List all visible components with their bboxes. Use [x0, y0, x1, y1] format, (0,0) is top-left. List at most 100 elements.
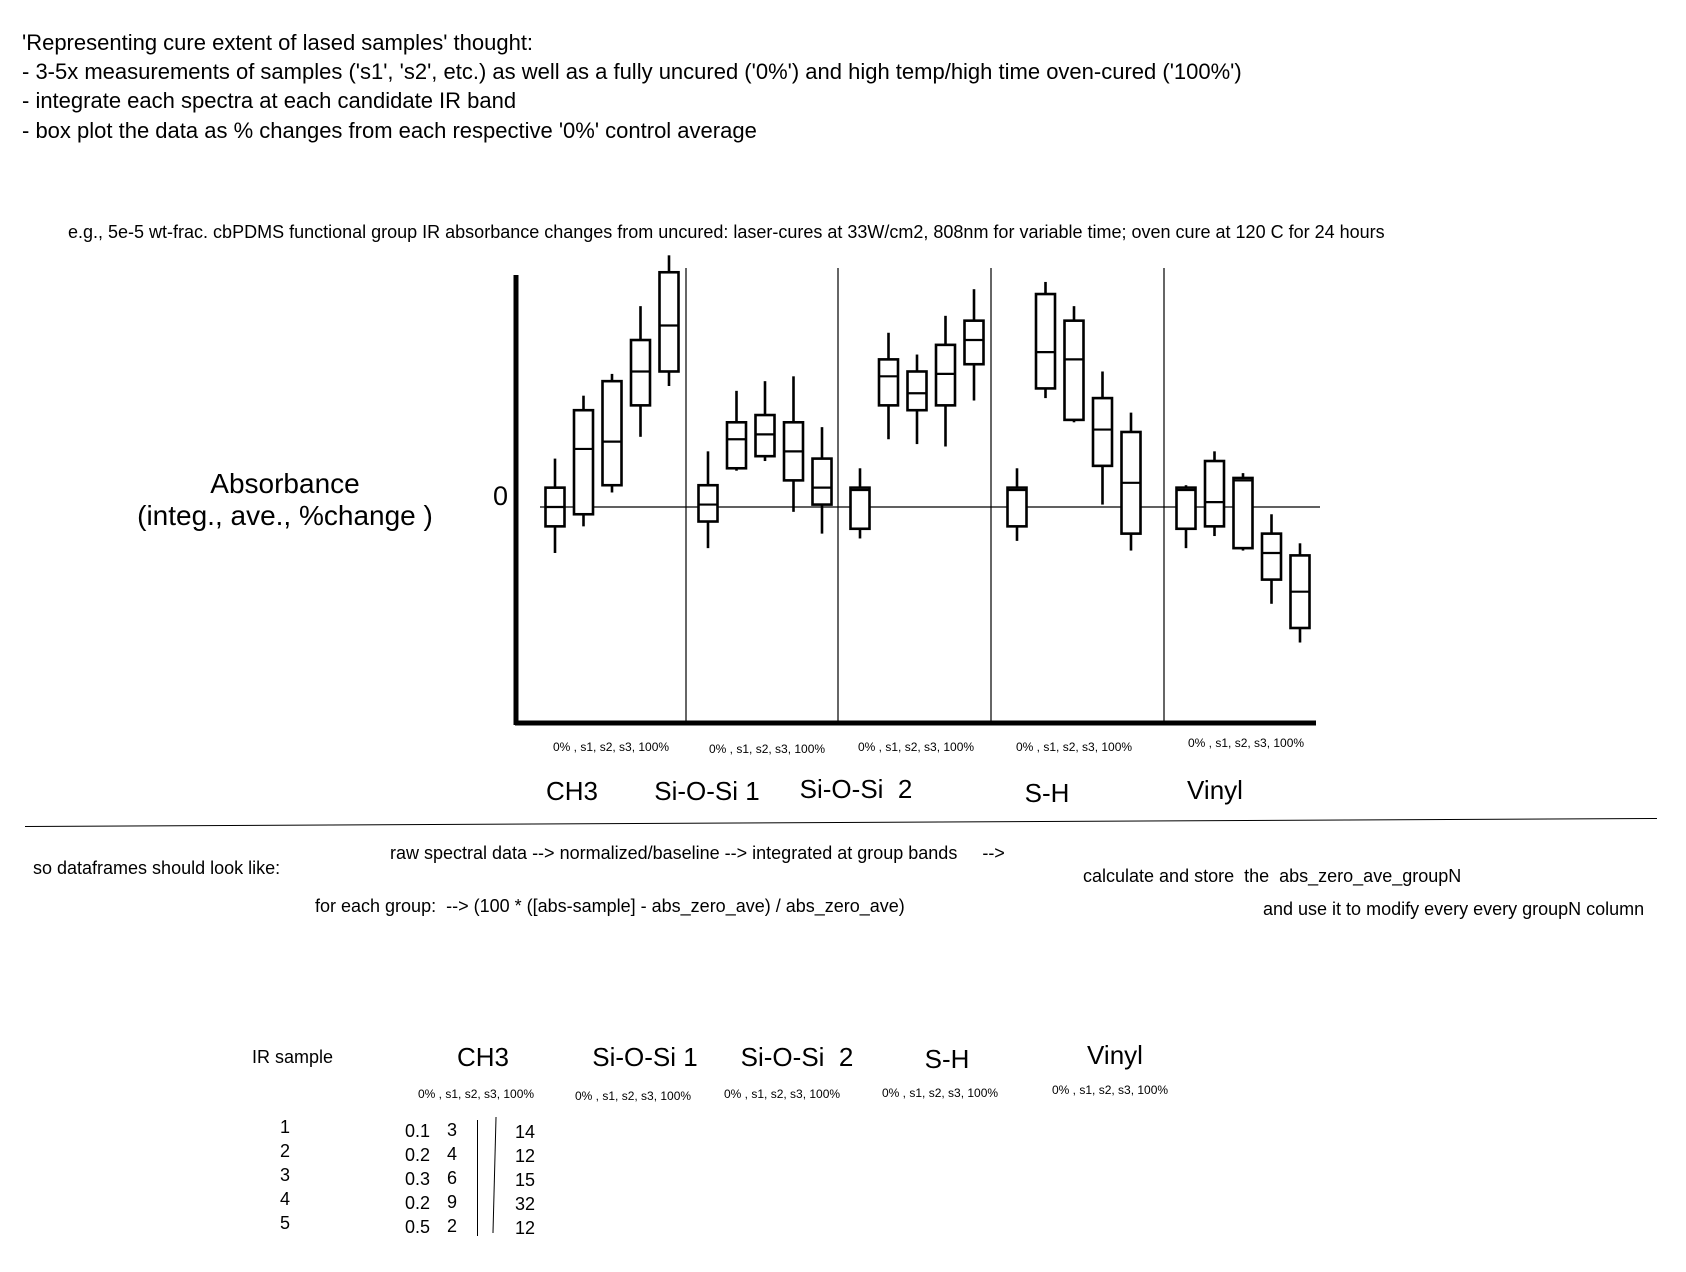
group-sublabel: 0% , s1, s2, s3, 100% — [1188, 736, 1305, 750]
group-name-label: Si-O-Si 2 — [799, 774, 913, 804]
zero-tick-label: 0 — [493, 481, 509, 511]
table-row-number: 3 — [280, 1165, 291, 1185]
box-plot-box — [658, 255, 680, 386]
box-plot-box — [1260, 514, 1283, 604]
notes-item: - 3-5x measurements of samples ('s1', 's… — [22, 59, 1242, 84]
notes-item: - integrate each spectra at each candida… — [22, 88, 517, 113]
box-iqr — [1063, 319, 1085, 422]
table-cell-zero: 0.2 — [405, 1193, 431, 1213]
box-plot-box — [1289, 543, 1311, 643]
group-sublabel: 0% , s1, s2, s3, 100% — [553, 740, 670, 754]
group-name-label: Vinyl — [1187, 775, 1243, 805]
table-cell-zero: 0.2 — [405, 1145, 431, 1165]
table-cell-100: 32 — [515, 1194, 536, 1214]
table-cell-100: 15 — [515, 1170, 536, 1190]
box-iqr — [849, 486, 871, 531]
chart-title: e.g., 5e-5 wt-frac. cbPDMS functional gr… — [68, 222, 1385, 242]
box-plot-box — [811, 427, 833, 534]
box-iqr — [1091, 396, 1114, 468]
box-plot-box — [1006, 468, 1028, 541]
notes-item: - box plot the data as % changes from ea… — [22, 118, 757, 143]
box-plot-box — [725, 390, 748, 471]
box-iqr — [811, 457, 833, 506]
notes-heading: 'Representing cure extent of lased sampl… — [22, 30, 534, 55]
box-plot-box — [1203, 451, 1226, 537]
group-sublabel: 0% , s1, s2, s3, 100% — [858, 740, 975, 754]
calc-text: calculate and store the abs_zero_ave_gro… — [1083, 866, 1462, 886]
box-plot-box — [1063, 306, 1085, 423]
box-plot-box — [782, 376, 805, 512]
box-iqr — [963, 319, 985, 366]
table-subheader: 0% , s1, s2, s3, 100% — [724, 1087, 841, 1101]
box-plot-box — [572, 395, 595, 527]
box-plot-box — [1034, 281, 1057, 399]
table-cell-100: 14 — [515, 1122, 536, 1142]
group-sublabel: 0% , s1, s2, s3, 100% — [709, 742, 826, 756]
table-cell-100: 12 — [515, 1218, 536, 1238]
modify-text: and use it to modify every every groupN … — [1263, 899, 1645, 919]
table-row-number: 2 — [280, 1141, 291, 1161]
box-iqr — [601, 379, 623, 487]
table-row-number: 1 — [280, 1117, 291, 1137]
table-group-header: Si-O-Si 2 — [740, 1042, 854, 1072]
box-plot-box — [849, 468, 871, 539]
box-plot-box — [1091, 371, 1114, 505]
table-group-header: Si-O-Si 1 — [592, 1042, 698, 1072]
table-subheader: 0% , s1, s2, s3, 100% — [575, 1089, 692, 1103]
box-plot-box — [963, 289, 985, 401]
box-plot-box — [601, 373, 623, 493]
box-iqr — [906, 370, 928, 412]
box-iqr — [1175, 486, 1197, 531]
table-cell-s1: 6 — [447, 1168, 458, 1188]
table-row-header: IR sample — [252, 1047, 334, 1067]
table-group-header: S-H — [924, 1044, 970, 1074]
box-iqr — [629, 338, 652, 407]
box-iqr — [877, 358, 900, 407]
box-iqr — [572, 408, 595, 516]
table-cell-s1: 9 — [447, 1192, 458, 1212]
box-iqr — [1034, 292, 1057, 390]
box-iqr — [754, 413, 776, 458]
box-plot-box — [906, 354, 928, 445]
box-iqr — [1006, 486, 1028, 528]
box-plot-box — [697, 451, 719, 549]
dataframes-text: so dataframes should look like: — [33, 858, 281, 878]
table-cell-s1: 2 — [447, 1216, 458, 1236]
table-cell-s1: 3 — [447, 1120, 458, 1140]
y-axis-label: Absorbance — [210, 468, 360, 499]
box-plot-box — [629, 306, 652, 437]
table-cell-zero: 0.1 — [405, 1121, 431, 1141]
table-cell-zero: 0.5 — [405, 1217, 431, 1237]
box-iqr — [1260, 532, 1283, 581]
pipeline-text: raw spectral data --> normalized/baselin… — [390, 843, 1005, 863]
box-plot-box — [754, 381, 776, 462]
box-iqr — [934, 343, 957, 407]
table-group-header: CH3 — [456, 1042, 509, 1072]
box-iqr — [725, 420, 748, 470]
table-cell-100: 12 — [515, 1146, 536, 1166]
formula-text: for each group: --> (100 * ([abs-sample]… — [315, 896, 905, 916]
table-row-number: 5 — [280, 1213, 291, 1233]
group-sublabel: 0% , s1, s2, s3, 100% — [1016, 740, 1133, 754]
table-subheader: 0% , s1, s2, s3, 100% — [1052, 1083, 1169, 1097]
box-plot-box — [934, 315, 957, 447]
group-name-label: Si-O-Si 1 — [654, 776, 760, 806]
table-subheader: 0% , s1, s2, s3, 100% — [882, 1086, 999, 1100]
box-iqr — [658, 270, 680, 373]
box-plot-box — [1232, 473, 1254, 551]
box-plot-box — [544, 458, 566, 553]
box-plot-box — [1175, 485, 1197, 549]
group-name-label: CH3 — [545, 776, 598, 806]
table-subheader: 0% , s1, s2, s3, 100% — [418, 1087, 535, 1101]
box-plot-box — [877, 332, 900, 440]
group-name-label: S-H — [1024, 778, 1070, 808]
box-iqr — [697, 483, 719, 523]
table-group-header: Vinyl — [1087, 1040, 1143, 1070]
y-axis-label: (integ., ave., %change ) — [137, 500, 433, 531]
table-row-number: 4 — [280, 1189, 291, 1209]
box-plot-box — [1120, 412, 1142, 551]
omitted-column-mark — [477, 1120, 478, 1236]
box-iqr — [1232, 476, 1254, 550]
box-iqr — [1203, 459, 1226, 528]
